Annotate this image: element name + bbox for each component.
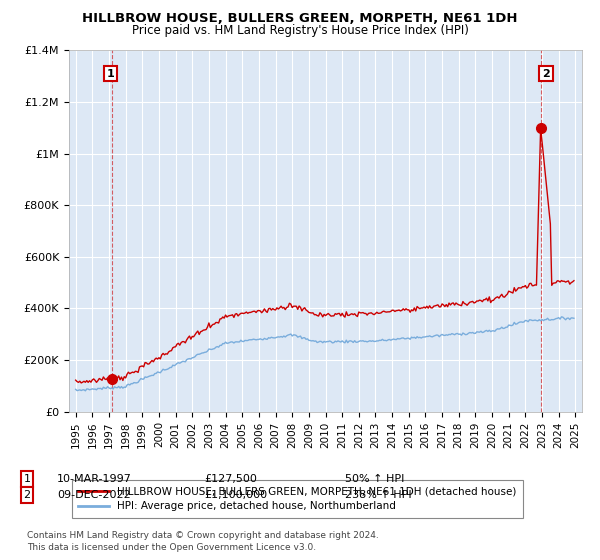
Text: HILLBROW HOUSE, BULLERS GREEN, MORPETH, NE61 1DH: HILLBROW HOUSE, BULLERS GREEN, MORPETH, … [82, 12, 518, 25]
Text: 1: 1 [107, 69, 115, 78]
Text: 50% ↑ HPI: 50% ↑ HPI [345, 474, 404, 484]
Text: Price paid vs. HM Land Registry's House Price Index (HPI): Price paid vs. HM Land Registry's House … [131, 24, 469, 37]
Text: 09-DEC-2022: 09-DEC-2022 [57, 490, 131, 500]
Text: 2: 2 [542, 69, 550, 78]
Text: £127,500: £127,500 [204, 474, 257, 484]
Text: 10-MAR-1997: 10-MAR-1997 [57, 474, 132, 484]
Text: 2: 2 [23, 490, 31, 500]
Text: 238% ↑ HPI: 238% ↑ HPI [345, 490, 412, 500]
Text: £1,100,000: £1,100,000 [204, 490, 267, 500]
Legend: HILLBROW HOUSE, BULLERS GREEN, MORPETH, NE61 1DH (detached house), HPI: Average : HILLBROW HOUSE, BULLERS GREEN, MORPETH, … [71, 480, 523, 518]
Text: Contains HM Land Registry data © Crown copyright and database right 2024.
This d: Contains HM Land Registry data © Crown c… [27, 531, 379, 552]
Text: 1: 1 [23, 474, 31, 484]
